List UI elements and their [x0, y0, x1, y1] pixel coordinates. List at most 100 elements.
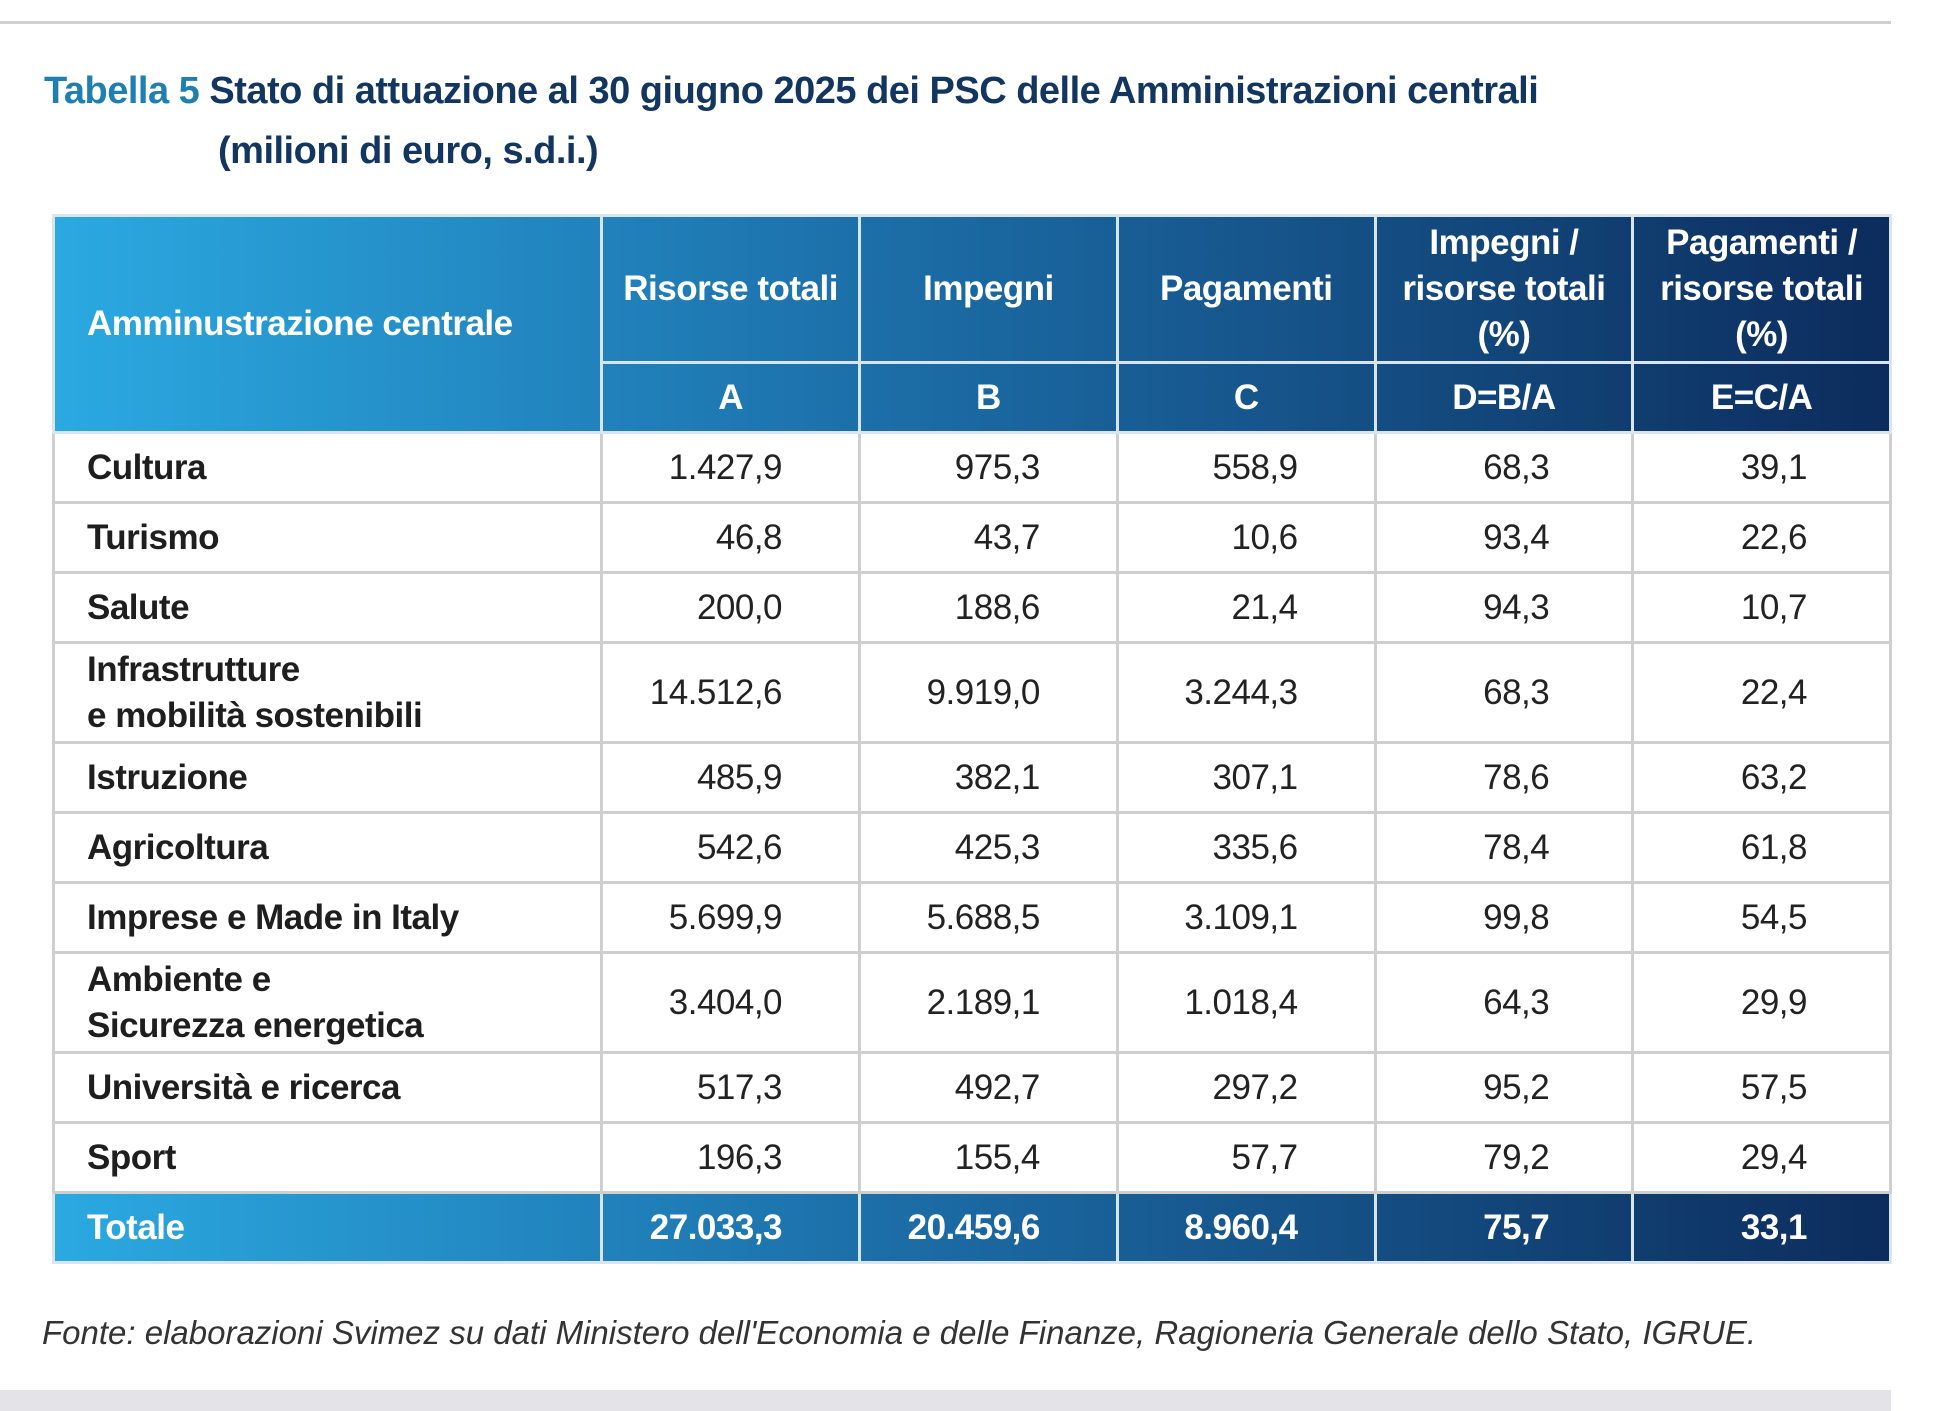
row-label: Sport: [51, 1121, 604, 1194]
table-row: Istruzione 485,9 382,1 307,1 78,6 63,2: [51, 741, 1892, 814]
cell: 196,3: [600, 1121, 862, 1194]
row-label: Imprese e Made in Italy: [51, 881, 604, 954]
cell: 542,6: [600, 811, 862, 884]
cell: 335,6: [1115, 811, 1377, 884]
cell: 1.427,9: [600, 431, 862, 504]
total-cell: 75,7: [1373, 1191, 1635, 1264]
cell: 64,3: [1373, 951, 1635, 1054]
row-label: Cultura: [51, 431, 604, 504]
cell: 517,3: [600, 1051, 862, 1124]
cell: 43,7: [858, 501, 1119, 574]
top-rule: [0, 21, 1891, 24]
bottom-bar: [0, 1390, 1891, 1411]
column-header: Pagamenti / risorse totali (%): [1631, 214, 1892, 364]
cell: 95,2: [1373, 1051, 1635, 1124]
cell: 425,3: [858, 811, 1119, 884]
data-table: Amminustrazione centrale Risorse totali Im…: [51, 214, 1892, 1264]
total-cell: 20.459,6: [858, 1191, 1119, 1264]
total-label: Totale: [51, 1191, 604, 1264]
table-body: Cultura 1.427,9 975,3 558,9 68,3 39,1 Turismo 4…: [51, 431, 1892, 1194]
cell: 94,3: [1373, 571, 1635, 644]
cell: 188,6: [858, 571, 1119, 644]
cell: 297,2: [1115, 1051, 1377, 1124]
cell: 5.688,5: [858, 881, 1119, 954]
cell: 99,8: [1373, 881, 1635, 954]
cell: 975,3: [858, 431, 1119, 504]
cell: 10,6: [1115, 501, 1377, 574]
cell: 200,0: [600, 571, 862, 644]
cell: 22,6: [1631, 501, 1892, 574]
table-total: Totale 27.033,3 20.459,6 8.960,4 75,7 33,1: [51, 1191, 1892, 1264]
subheader-row: A B C D=B/A E=C/A: [54, 361, 1892, 434]
cell: 78,4: [1373, 811, 1635, 884]
table-row: Imprese e Made in Italy 5.699,9 5.688,5 3.1…: [51, 881, 1892, 954]
cell: 78,6: [1373, 741, 1635, 814]
row-label: Salute: [51, 571, 604, 644]
cell: 29,4: [1631, 1121, 1892, 1194]
row-label: Agricoltura: [51, 811, 604, 884]
column-subheader: D=B/A: [1373, 361, 1635, 434]
cell: 307,1: [1115, 741, 1377, 814]
cell: 68,3: [1373, 431, 1635, 504]
cell: 492,7: [858, 1051, 1119, 1124]
table-row: Infrastrutture e mobilità sostenibili 14.…: [51, 641, 1892, 744]
table-row: Agricoltura 542,6 425,3 335,6 78,4 61,8: [51, 811, 1892, 884]
subtitle: (milioni di euro, s.d.i.): [218, 130, 599, 172]
table-row: Università e ricerca 517,3 492,7 297,2 95,2 5…: [51, 1051, 1892, 1124]
cell: 57,7: [1115, 1121, 1377, 1194]
total-cell: 8.960,4: [1115, 1191, 1377, 1264]
cell: 9.919,0: [858, 641, 1119, 744]
source-note: Fonte: elaborazioni Svimez su dati Minis…: [42, 1314, 1757, 1351]
column-header: Impegni / risorse totali (%): [1373, 214, 1635, 364]
title-line: Tabella 5 Stato di attuazione al 30 giug…: [44, 70, 1539, 113]
column-header: Amminustrazione centrale: [51, 214, 604, 434]
cell: 57,5: [1631, 1051, 1892, 1124]
cell: 3.244,3: [1115, 641, 1377, 744]
table-row: Turismo 46,8 43,7 10,6 93,4 22,6: [51, 501, 1892, 574]
table-row: Cultura 1.427,9 975,3 558,9 68,3 39,1: [51, 431, 1892, 504]
table-row: Ambiente e Sicurezza energetica 3.404,0 2.…: [51, 951, 1892, 1054]
total-cell: 33,1: [1631, 1191, 1892, 1264]
table-label: Tabella 5: [44, 70, 200, 112]
column-subheader: E=C/A: [1631, 361, 1892, 434]
column-subheader: C: [1115, 361, 1377, 434]
cell: 93,4: [1373, 501, 1635, 574]
row-label: Turismo: [51, 501, 604, 574]
cell: 22,4: [1631, 641, 1892, 744]
cell: 10,7: [1631, 571, 1892, 644]
cell: 39,1: [1631, 431, 1892, 504]
table-row: Salute 200,0 188,6 21,4 94,3 10,7: [51, 571, 1892, 644]
row-label: Università e ricerca: [51, 1051, 604, 1124]
cell: 61,8: [1631, 811, 1892, 884]
total-row: Totale 27.033,3 20.459,6 8.960,4 75,7 33,1: [51, 1191, 1892, 1264]
cell: 382,1: [858, 741, 1119, 814]
cell: 14.512,6: [600, 641, 862, 744]
cell: 63,2: [1631, 741, 1892, 814]
row-label: Ambiente e Sicurezza energetica: [51, 951, 604, 1054]
table-header: Amminustrazione centrale Risorse totali Im…: [51, 214, 1892, 434]
column-header: Impegni: [858, 214, 1119, 364]
row-label: Infrastrutture e mobilità sostenibili: [51, 641, 604, 744]
column-header: Pagamenti: [1115, 214, 1377, 364]
cell: 54,5: [1631, 881, 1892, 954]
header-row: Amminustrazione centrale Risorse totali Im…: [51, 214, 1892, 434]
cell: 3.404,0: [600, 951, 862, 1054]
cell: 5.699,9: [600, 881, 862, 954]
row-label: Istruzione: [51, 741, 604, 814]
total-cell: 27.033,3: [600, 1191, 862, 1264]
cell: 155,4: [858, 1121, 1119, 1194]
cell: 21,4: [1115, 571, 1377, 644]
cell: 68,3: [1373, 641, 1635, 744]
column-subheader: A: [600, 361, 862, 434]
cell: 29,9: [1631, 951, 1892, 1054]
cell: 485,9: [600, 741, 862, 814]
table-title: Stato di attuazione al 30 giugno 2025 de…: [209, 70, 1539, 112]
table-row: Sport 196,3 155,4 57,7 79,2 29,4: [51, 1121, 1892, 1194]
cell: 2.189,1: [858, 951, 1119, 1054]
column-subheader: B: [858, 361, 1119, 434]
cell: 79,2: [1373, 1121, 1635, 1194]
cell: 558,9: [1115, 431, 1377, 504]
cell: 1.018,4: [1115, 951, 1377, 1054]
cell: 3.109,1: [1115, 881, 1377, 954]
